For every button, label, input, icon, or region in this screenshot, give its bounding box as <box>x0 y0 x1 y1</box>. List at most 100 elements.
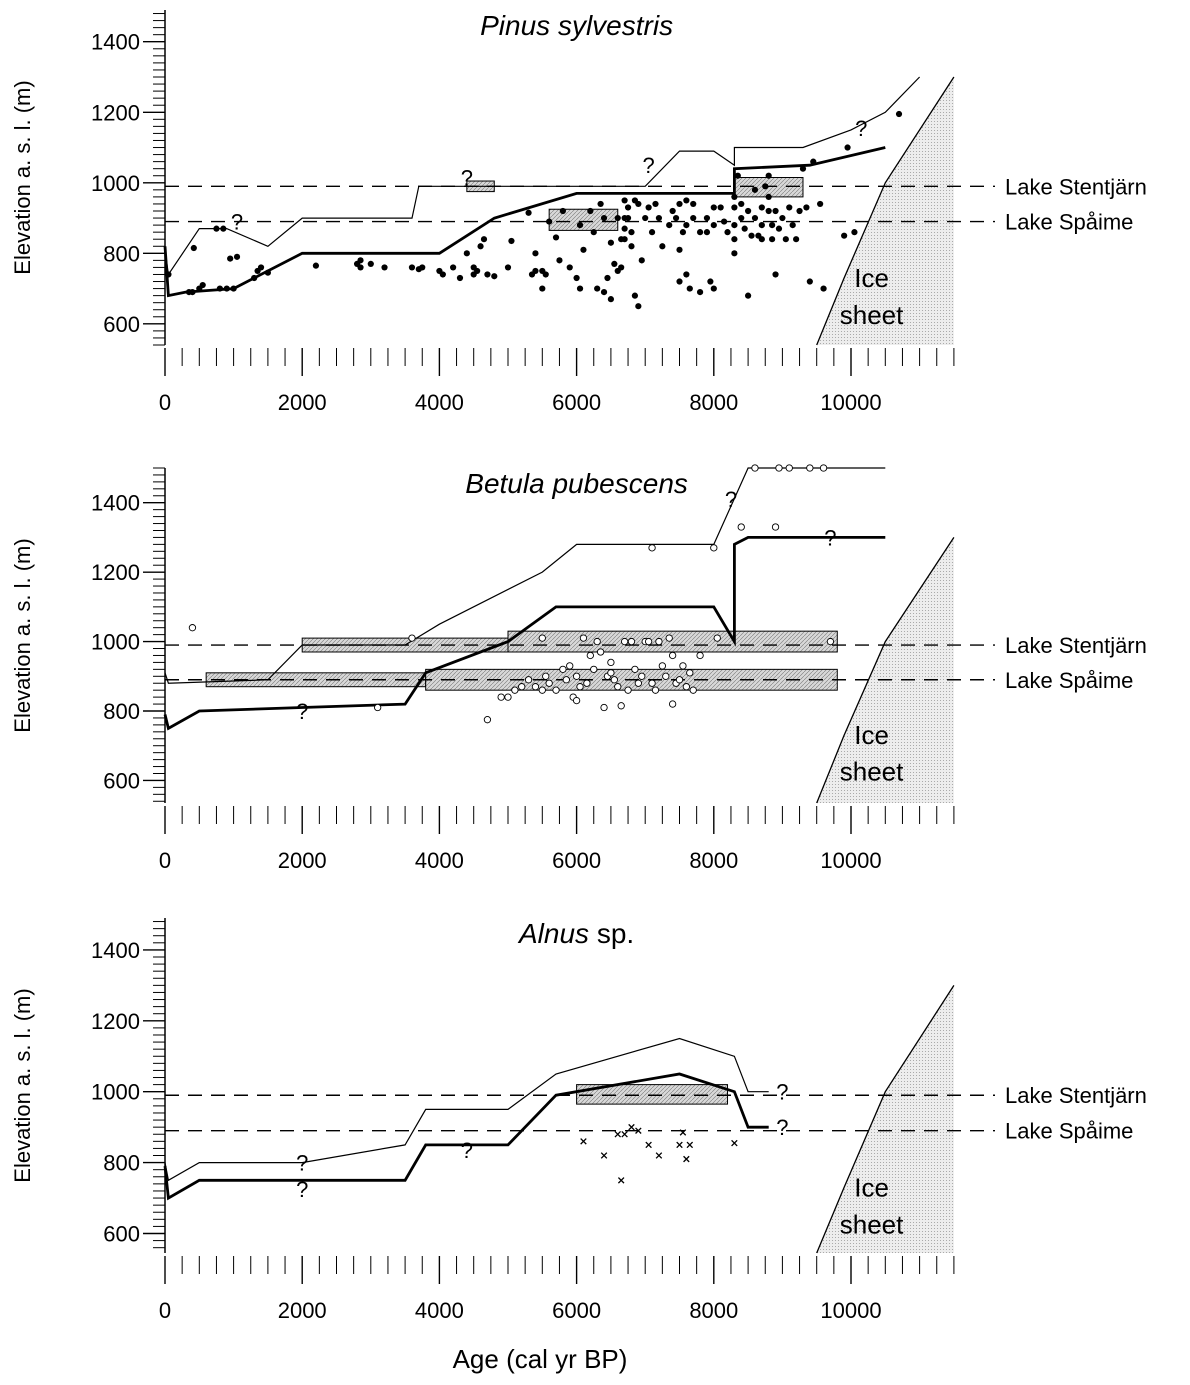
data-point-64 <box>775 464 783 472</box>
band-1 <box>507 630 838 653</box>
data-point-13 <box>545 679 553 687</box>
data-point-53 <box>576 222 584 229</box>
data-point-42 <box>644 637 653 646</box>
data-point-5 <box>628 1123 635 1131</box>
question-mark-3: ? <box>855 116 867 141</box>
data-point-60 <box>600 214 608 222</box>
data-point-122 <box>745 207 752 215</box>
band-1 <box>548 208 619 231</box>
data-point-35 <box>480 236 488 243</box>
data-point-13 <box>251 274 258 282</box>
data-point-118 <box>734 172 741 179</box>
data-point-154 <box>851 229 858 236</box>
data-point-46 <box>655 637 663 646</box>
data-point-55 <box>682 683 691 691</box>
data-point-11 <box>683 1155 690 1163</box>
y-tick-label: 800 <box>103 699 140 724</box>
upper-limit-line <box>164 467 886 684</box>
question-mark-4: ? <box>776 1115 788 1140</box>
data-point-16 <box>562 676 570 684</box>
data-point-2 <box>614 1130 622 1138</box>
x-tick-label: 2000 <box>278 1298 327 1323</box>
data-point-138 <box>772 271 779 278</box>
data-point-92 <box>676 200 683 208</box>
data-point-37 <box>491 273 498 280</box>
data-point-99 <box>686 285 693 292</box>
data-point-69 <box>618 264 625 271</box>
data-point-56 <box>587 207 594 215</box>
y-tick-label: 1200 <box>91 100 140 125</box>
y-axis-label: Elevation a. s. l. (m) <box>10 80 35 274</box>
data-point-40 <box>525 209 532 216</box>
y-tick-label: 600 <box>103 312 140 337</box>
data-point-62 <box>751 464 759 472</box>
data-point-21 <box>367 260 374 267</box>
data-point-8 <box>524 676 533 684</box>
data-point-10 <box>227 255 234 262</box>
data-point-119 <box>738 200 745 208</box>
lake-label-0: Lake Stentjärn <box>1005 1083 1147 1108</box>
ice-sheet-area <box>816 77 954 345</box>
data-point-120 <box>738 214 745 222</box>
data-point-25 <box>590 665 598 673</box>
data-point-2 <box>408 634 416 642</box>
data-point-54 <box>576 285 584 292</box>
y-tick-label: 600 <box>103 768 140 793</box>
data-point-34 <box>617 702 625 710</box>
data-point-82 <box>638 257 645 264</box>
data-point-147 <box>803 204 810 211</box>
data-point-134 <box>765 207 772 215</box>
data-point-76 <box>628 229 635 236</box>
panel-title: Betula pubescens <box>465 468 688 499</box>
data-point-12 <box>686 1141 694 1149</box>
data-point-3 <box>483 716 492 724</box>
data-point-6 <box>511 686 519 694</box>
data-point-100 <box>690 200 697 208</box>
data-point-75 <box>624 214 632 222</box>
x-tick-label: 0 <box>159 1298 171 1323</box>
data-point-83 <box>642 214 649 222</box>
data-point-26 <box>593 637 601 646</box>
x-tick-label: 4000 <box>415 848 464 873</box>
data-point-12 <box>542 672 550 680</box>
ice-label-line2: sheet <box>840 300 904 330</box>
data-point-59 <box>597 200 604 208</box>
data-point-107 <box>710 204 717 211</box>
data-point-117 <box>731 250 738 257</box>
data-point-36 <box>484 271 491 278</box>
data-point-55 <box>580 246 587 253</box>
data-point-105 <box>703 229 711 236</box>
ice-sheet-area <box>816 985 954 1253</box>
data-point-6 <box>213 225 220 232</box>
data-point-20 <box>572 672 581 680</box>
x-tick-label: 8000 <box>689 390 738 415</box>
data-point-124 <box>748 232 755 239</box>
y-tick-label: 1400 <box>91 491 140 516</box>
data-point-12 <box>233 253 241 260</box>
data-point-97 <box>683 222 690 229</box>
data-point-6 <box>635 1127 642 1134</box>
question-mark-0: ? <box>231 210 243 235</box>
data-point-31 <box>607 669 615 677</box>
data-point-126 <box>751 214 759 222</box>
panel-alnus: Ice sheet Lake Stentjärn Lake Spåime????? 60… <box>10 918 1147 1323</box>
data-point-133 <box>765 193 772 200</box>
y-axis-label: Elevation a. s. l. (m) <box>10 988 35 1182</box>
data-point-94 <box>676 278 683 285</box>
ice-label-line2: sheet <box>840 756 904 786</box>
upper-limit-line <box>164 1037 769 1182</box>
data-point-84 <box>645 204 652 211</box>
data-point-73 <box>621 236 628 243</box>
ice-label-line2: sheet <box>840 1210 904 1240</box>
data-point-19 <box>357 257 364 264</box>
data-point-129 <box>758 222 765 229</box>
x-tick-label: 2000 <box>278 848 327 873</box>
data-point-32 <box>610 676 618 684</box>
data-point-0 <box>580 1138 587 1145</box>
x-tick-label: 6000 <box>552 390 601 415</box>
data-point-61 <box>737 523 745 531</box>
x-tick-label: 10000 <box>820 390 881 415</box>
data-point-22 <box>579 634 588 642</box>
data-point-152 <box>841 232 848 239</box>
x-tick-label: 4000 <box>415 1298 464 1323</box>
